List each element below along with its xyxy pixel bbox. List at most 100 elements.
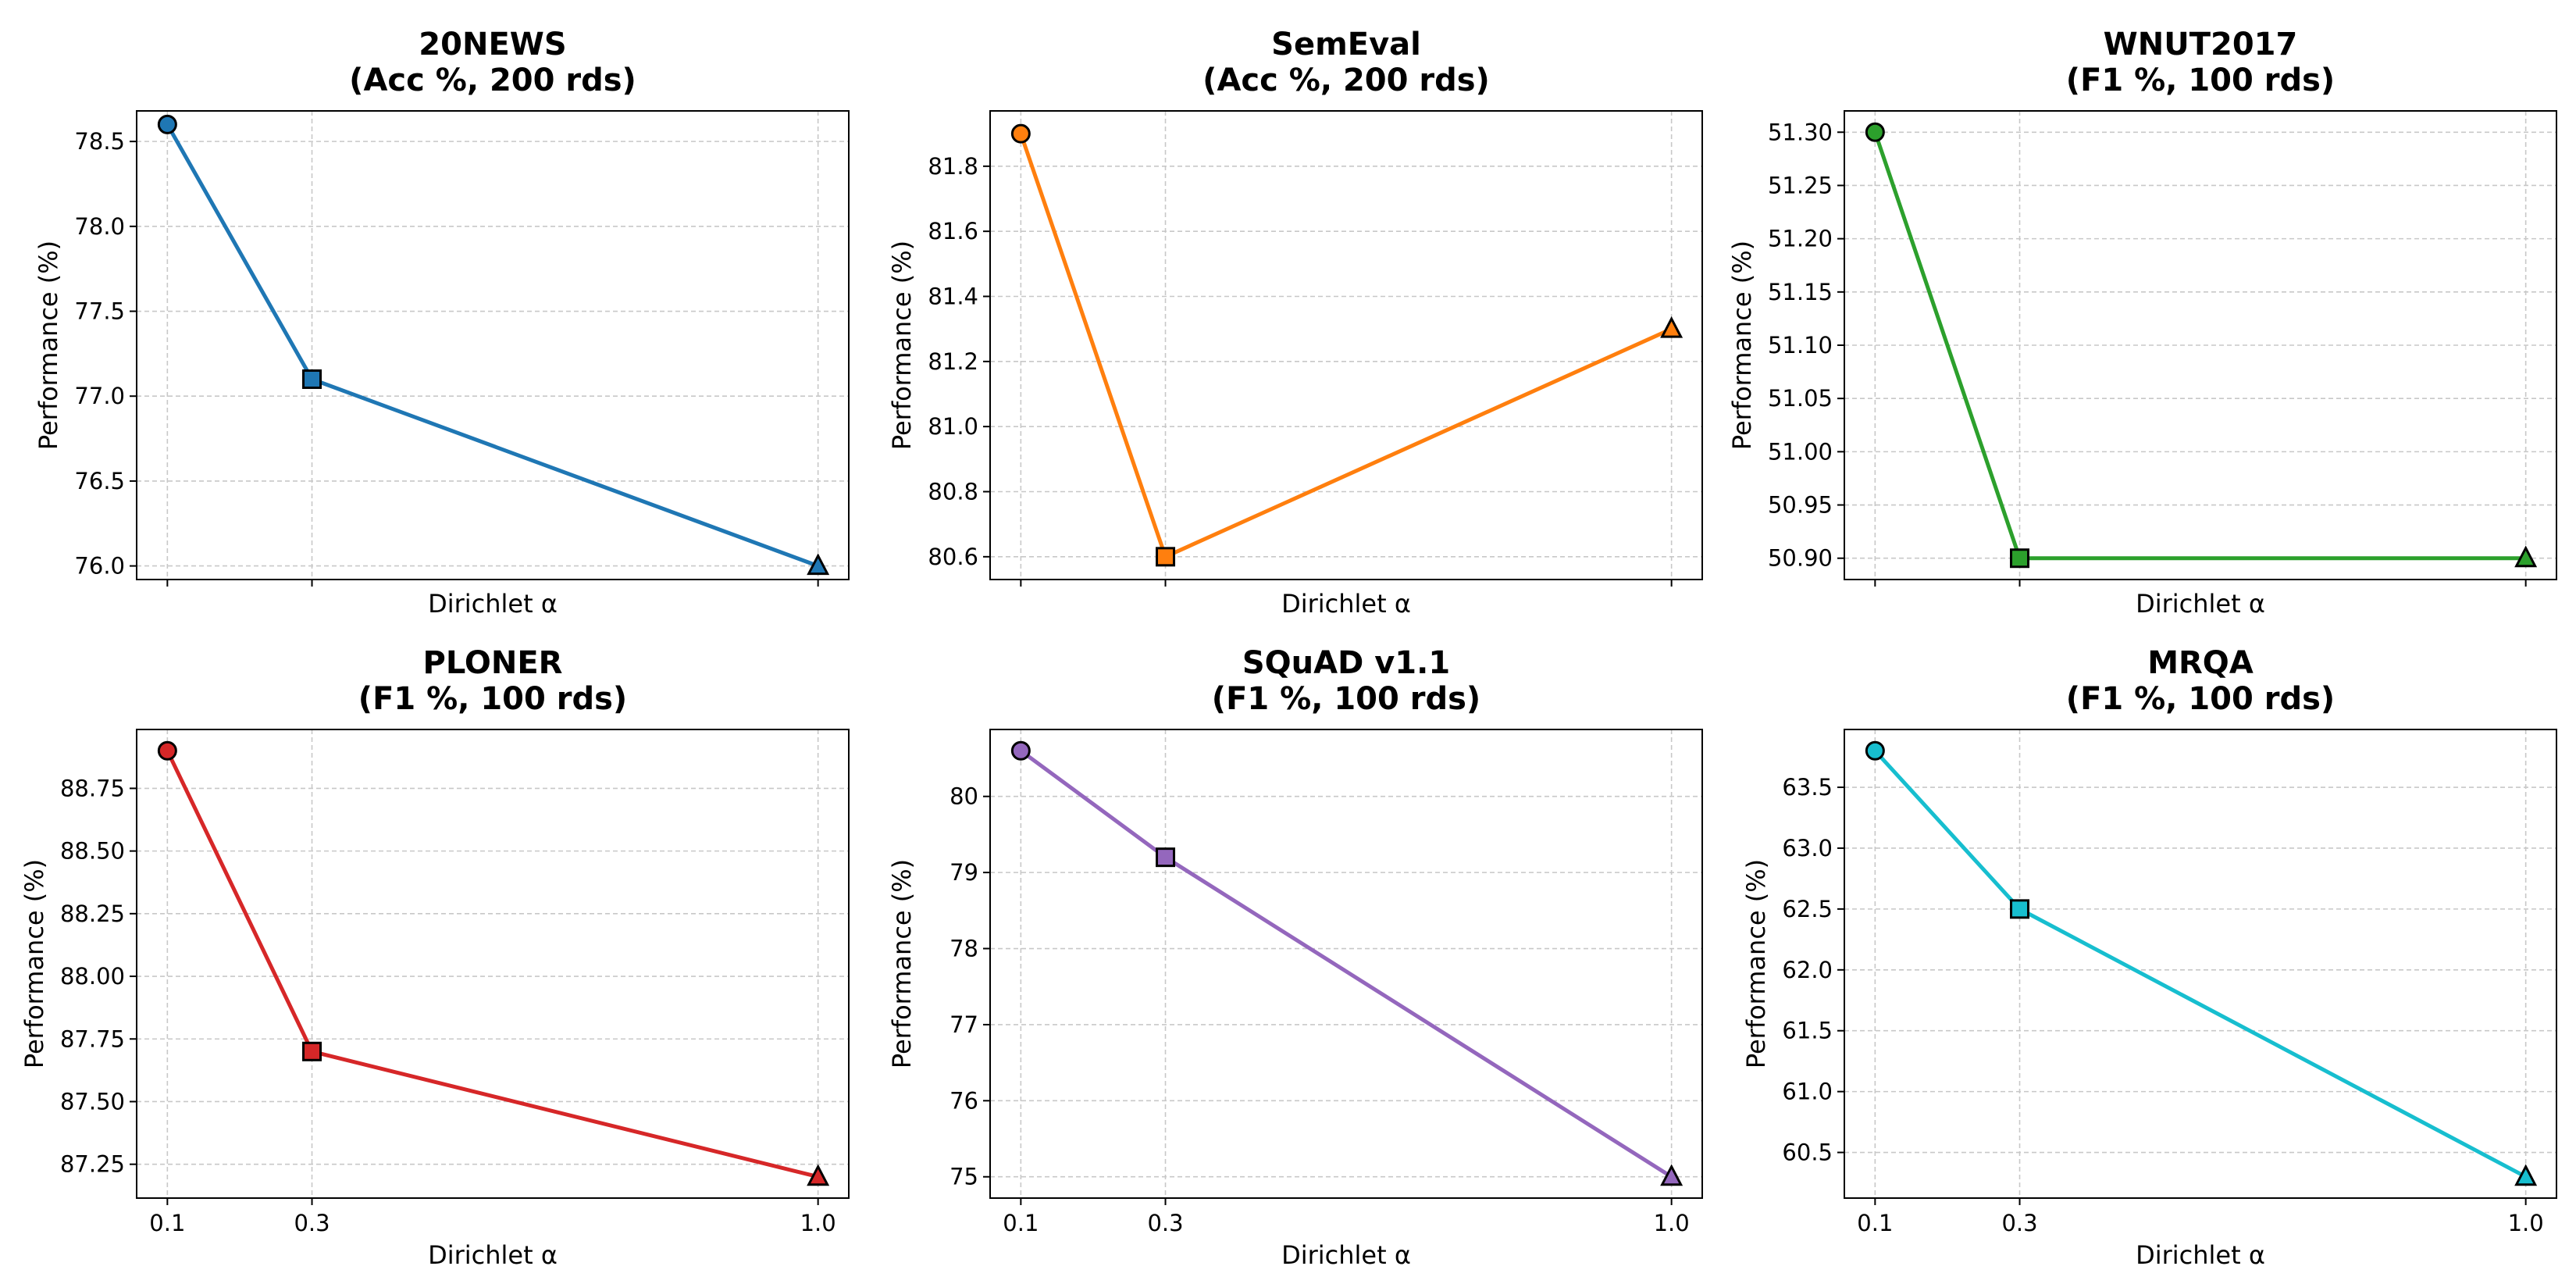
point-marker-circle bbox=[1010, 123, 1031, 144]
y-tick-label: 51.25 bbox=[1768, 172, 1833, 198]
subplot-title: WNUT2017 bbox=[2104, 27, 2298, 62]
y-tick-label: 51.15 bbox=[1768, 279, 1833, 305]
x-axis-label: Dirichlet α bbox=[1281, 1240, 1411, 1270]
subplot-6: 60.5 61.0 61.5 62.0 62.5 63.0 63.5 0.1 0.3 1.0 MRQ… bbox=[1741, 645, 2557, 1270]
y-tick-label: 87.25 bbox=[60, 1151, 125, 1178]
y-tick-label: 81.0 bbox=[928, 413, 978, 440]
series-line bbox=[1018, 748, 1674, 1179]
y-axis-label: Performance (%) bbox=[34, 241, 63, 450]
x-tick-label: 0.3 bbox=[2001, 1210, 2037, 1236]
y-tick-label: 88.25 bbox=[60, 901, 125, 927]
y-axis-label: Performance (%) bbox=[887, 241, 917, 450]
y-tick-label: 61.0 bbox=[1782, 1079, 1833, 1105]
y-tick-label: 78.5 bbox=[74, 128, 125, 155]
point-marker-triangle bbox=[1660, 316, 1683, 338]
point-marker-triangle bbox=[2514, 545, 2538, 568]
y-axis-label: Performance (%) bbox=[1727, 241, 1757, 450]
y-axis-label: Performance (%) bbox=[887, 859, 917, 1068]
plot-frame bbox=[989, 110, 1703, 580]
y-tick-label: 75 bbox=[950, 1164, 978, 1190]
point-marker-square bbox=[302, 369, 322, 389]
subplot-2: 80.6 80.8 81.0 81.2 81.4 81.6 81.8 SemEval(Acc … bbox=[887, 27, 1703, 619]
y-tick-label: 77.0 bbox=[74, 383, 125, 409]
point-marker-circle bbox=[1010, 740, 1031, 761]
x-tick-label: 0.3 bbox=[294, 1210, 330, 1236]
y-tick-label: 76 bbox=[950, 1087, 978, 1114]
y-axis-label: Performance (%) bbox=[20, 859, 49, 1068]
y-tick-label: 76.5 bbox=[74, 468, 125, 494]
y-tick-label: 51.00 bbox=[1768, 438, 1833, 465]
y-tick-label: 79 bbox=[950, 859, 978, 886]
y-tick-label: 62.5 bbox=[1782, 896, 1833, 922]
y-tick-label: 80 bbox=[950, 783, 978, 810]
x-axis-label: Dirichlet α bbox=[428, 589, 558, 619]
plot-frame bbox=[989, 729, 1703, 1199]
y-tick-label: 62.0 bbox=[1782, 957, 1833, 983]
y-tick-label: 76.0 bbox=[74, 553, 125, 580]
point-marker-triangle bbox=[807, 553, 830, 576]
point-marker-square bbox=[1156, 547, 1176, 567]
point-marker-triangle bbox=[1660, 1164, 1683, 1186]
y-tick-label: 50.95 bbox=[1768, 492, 1833, 519]
series-line bbox=[165, 122, 821, 569]
point-marker-triangle bbox=[2514, 1164, 2538, 1186]
y-tick-label: 51.30 bbox=[1768, 119, 1833, 145]
subplot-subtitle: (F1 %, 100 rds) bbox=[2066, 62, 2335, 98]
x-tick-label: 0.1 bbox=[149, 1210, 185, 1236]
point-marker-triangle bbox=[807, 1164, 830, 1186]
y-tick-label: 61.5 bbox=[1782, 1018, 1833, 1044]
subplot-title: PLONER bbox=[423, 645, 563, 681]
y-tick-label: 63.5 bbox=[1782, 774, 1833, 801]
y-tick-label: 87.75 bbox=[60, 1025, 125, 1052]
x-axis-label: Dirichlet α bbox=[1281, 589, 1411, 619]
point-marker-circle bbox=[157, 740, 177, 761]
subplot-subtitle: (F1 %, 100 rds) bbox=[358, 681, 627, 717]
y-tick-label: 51.10 bbox=[1768, 332, 1833, 358]
y-tick-label: 81.6 bbox=[928, 218, 978, 244]
y-tick-label: 77 bbox=[950, 1011, 978, 1038]
y-tick-label: 80.8 bbox=[928, 479, 978, 505]
y-tick-label: 60.5 bbox=[1782, 1140, 1833, 1166]
point-marker-square bbox=[2010, 548, 2030, 569]
y-tick-label: 77.5 bbox=[74, 298, 125, 325]
x-axis-label: Dirichlet α bbox=[2136, 589, 2265, 619]
y-tick-label: 88.50 bbox=[60, 838, 125, 865]
x-tick-label: 0.1 bbox=[1003, 1210, 1039, 1236]
series-line bbox=[1018, 131, 1674, 559]
subplot-subtitle: (F1 %, 100 rds) bbox=[1212, 681, 1480, 717]
subplot-4: 87.25 87.50 87.75 88.00 88.25 88.50 88.75 0.1 0.… bbox=[20, 645, 850, 1270]
point-marker-circle bbox=[1865, 122, 1885, 142]
y-tick-label: 51.20 bbox=[1768, 226, 1833, 252]
subplot-title: MRQA bbox=[2147, 645, 2254, 681]
y-tick-label: 81.4 bbox=[928, 284, 978, 310]
y-tick-label: 50.90 bbox=[1768, 545, 1833, 572]
point-marker-circle bbox=[1865, 740, 1885, 761]
subplot-title: 20NEWS bbox=[419, 27, 566, 62]
x-axis-label: Dirichlet α bbox=[2136, 1240, 2265, 1270]
y-axis-label: Performance (%) bbox=[1741, 859, 1771, 1068]
x-axis-label: Dirichlet α bbox=[428, 1240, 558, 1270]
point-marker-square bbox=[2010, 899, 2030, 919]
plot-frame bbox=[136, 110, 850, 580]
y-tick-label: 88.75 bbox=[60, 775, 125, 801]
x-tick-label: 0.1 bbox=[1857, 1210, 1893, 1236]
subplot-subtitle: (Acc %, 200 rds) bbox=[1202, 62, 1490, 98]
y-tick-label: 51.05 bbox=[1768, 385, 1833, 412]
y-tick-label: 78.0 bbox=[74, 213, 125, 240]
y-tick-label: 87.50 bbox=[60, 1088, 125, 1115]
plot-frame bbox=[1844, 729, 2557, 1199]
y-tick-label: 88.00 bbox=[60, 963, 125, 990]
y-tick-label: 81.8 bbox=[928, 153, 978, 180]
x-tick-label: 1.0 bbox=[800, 1210, 836, 1236]
point-marker-square bbox=[1156, 847, 1176, 868]
plot-frame bbox=[136, 729, 850, 1199]
y-tick-label: 63.0 bbox=[1782, 835, 1833, 861]
subplot-subtitle: (F1 %, 100 rds) bbox=[2066, 681, 2335, 717]
x-tick-label: 0.3 bbox=[1147, 1210, 1183, 1236]
subplot-title: SQuAD v1.1 bbox=[1242, 645, 1450, 681]
y-tick-label: 78 bbox=[950, 936, 978, 962]
subplot-5: 75 76 77 78 79 80 0.1 0.3 1.0 SQuAD v1.1(F1 %, 10… bbox=[887, 645, 1703, 1270]
y-tick-label: 80.6 bbox=[928, 544, 978, 570]
subplot-subtitle: (Acc %, 200 rds) bbox=[349, 62, 636, 98]
